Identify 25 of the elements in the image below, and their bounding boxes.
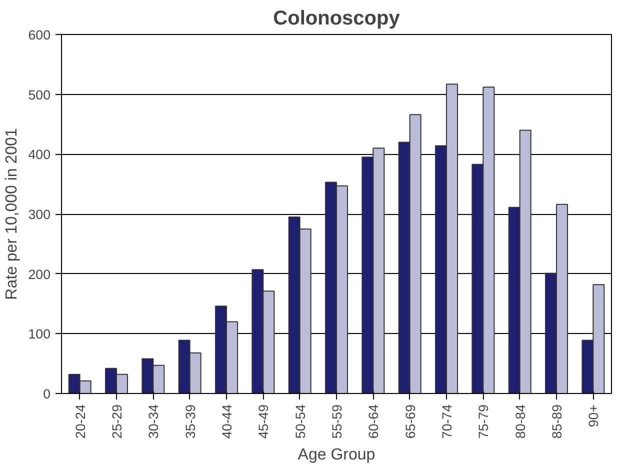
x-tick-label: 50-54 [292, 404, 308, 439]
y-tick-label: 100 [28, 326, 51, 342]
x-tick-label: 60-64 [366, 404, 382, 439]
x-axis-title: Age Group [298, 446, 376, 464]
chart-title: Colonoscopy [273, 8, 401, 30]
x-tick-label: 85-89 [550, 404, 564, 439]
x-tick-label: 70-74 [440, 404, 454, 439]
x-tick-label: 20-24 [72, 404, 88, 439]
y-tick-label: 500 [28, 87, 51, 102]
x-tick-label: 30-34 [146, 404, 162, 439]
y-axis-title: Rate per 10,000 in 2001 [3, 128, 20, 300]
x-tick-label: 55-59 [330, 404, 344, 439]
y-tick-label: 400 [28, 147, 51, 162]
x-tick-label: 35-39 [182, 404, 198, 439]
x-tick-label: 90+ [586, 404, 602, 428]
x-tick-label: 65-69 [402, 404, 418, 439]
x-tick-label: 25-29 [110, 404, 124, 439]
x-tick-label: 80-84 [512, 404, 528, 439]
x-tick-label: 75-79 [476, 404, 492, 439]
y-tick-label: 300 [28, 207, 51, 222]
x-tick-label: 40-44 [220, 404, 234, 439]
y-tick-label: 0 [43, 386, 51, 402]
x-tick-label: 45-49 [256, 404, 272, 439]
y-tick-label: 200 [28, 266, 51, 282]
y-tick-label: 600 [28, 28, 51, 42]
